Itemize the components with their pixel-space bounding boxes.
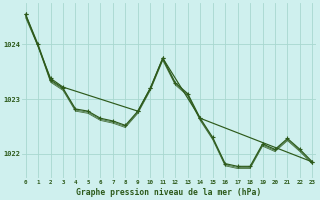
- X-axis label: Graphe pression niveau de la mer (hPa): Graphe pression niveau de la mer (hPa): [76, 188, 262, 197]
